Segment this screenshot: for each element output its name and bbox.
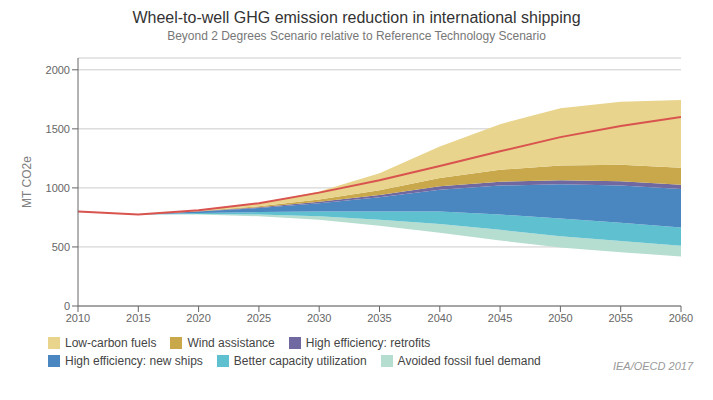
html-text:Beyond 2 Degrees Scenario rela: Beyond 2 Degrees Scenario relative to Re…	[167, 29, 546, 43]
svg-text:500: 500	[52, 241, 70, 253]
svg-text:2025: 2025	[247, 312, 271, 324]
svg-text:2045: 2045	[488, 312, 512, 324]
svg-text:2060: 2060	[669, 312, 693, 324]
svg-text:1000: 1000	[46, 182, 70, 194]
svg-text:2020: 2020	[186, 312, 210, 324]
html-text:High efficiency: new ships: High efficiency: new ships	[65, 354, 203, 368]
html-text:Avoided fossil fuel demand: Avoided fossil fuel demand	[397, 354, 541, 368]
svg-text:2000: 2000	[46, 64, 70, 76]
svg-text:2055: 2055	[608, 312, 632, 324]
svg-text:2030: 2030	[307, 312, 331, 324]
svg-text:2010: 2010	[66, 312, 90, 324]
svg-text:MT CO2e: MT CO2e	[20, 156, 34, 208]
svg-text:2040: 2040	[428, 312, 452, 324]
svg-text:2015: 2015	[126, 312, 150, 324]
html-text:Wind assistance: Wind assistance	[187, 336, 275, 350]
html-text:High efficiency: retrofits: High efficiency: retrofits	[305, 336, 431, 350]
html-text:Wheel-to-well GHG emission red: Wheel-to-well GHG emission reduction in …	[132, 9, 581, 26]
svg-text:2050: 2050	[548, 312, 572, 324]
html-text:Better capacity utilization: Better capacity utilization	[233, 354, 367, 368]
html-text:Low-carbon fuels: Low-carbon fuels	[65, 336, 157, 350]
svg-text:1500: 1500	[46, 123, 70, 135]
svg-text:0: 0	[64, 300, 70, 312]
html-text:IEA/OECD 2017: IEA/OECD 2017	[612, 360, 693, 372]
svg-text:2035: 2035	[367, 312, 391, 324]
